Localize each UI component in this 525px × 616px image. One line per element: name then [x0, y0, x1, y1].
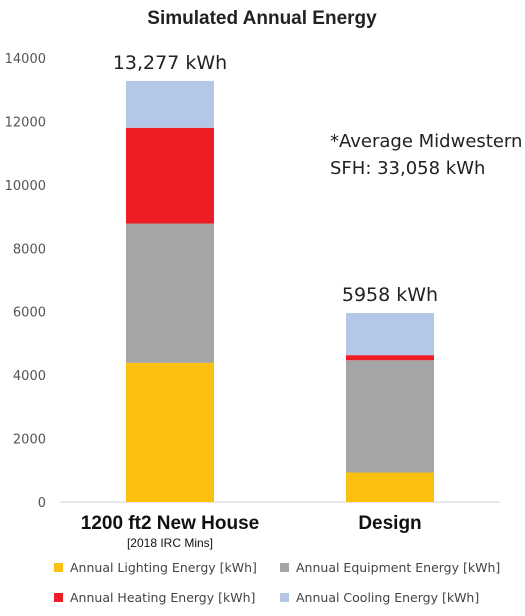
y-tick-label: 10000 [5, 179, 46, 194]
bar-total-labels: 13,277 kWh 5958 kWh [113, 52, 438, 306]
category-label: Design [358, 513, 421, 534]
category-sublabel: [2018 IRC Mins] [127, 536, 213, 550]
y-tick-label: 4000 [13, 369, 46, 384]
bar-segment [346, 472, 434, 502]
y-tick-label: 2000 [13, 433, 46, 448]
category-labels: 1200 ft2 New House [2018 IRC Mins] Design [81, 513, 422, 550]
legend-label: Annual Heating Energy [kWh] [70, 590, 255, 605]
bar-segment [346, 360, 434, 473]
bar-segment [126, 80, 214, 128]
annotation: *Average Midwestern SFH: 33,058 kWh [330, 131, 522, 179]
legend-swatch [54, 563, 63, 572]
bar-segment [346, 355, 434, 361]
legend-swatch [54, 593, 63, 602]
bar-total-label: 5958 kWh [342, 284, 438, 306]
legend-label: Annual Cooling Energy [kWh] [296, 590, 479, 605]
legend-swatch [280, 593, 289, 602]
y-axis-ticks: 0 2000 4000 6000 8000 10000 12000 14000 [5, 52, 46, 511]
legend-swatch [280, 563, 289, 572]
y-tick-label: 8000 [13, 242, 46, 257]
y-tick-label: 0 [38, 496, 46, 511]
bar-stacks [126, 80, 434, 502]
bar-segment [126, 362, 214, 502]
y-tick-label: 6000 [13, 306, 46, 321]
bar-segment [126, 223, 214, 363]
category-label: 1200 ft2 New House [81, 513, 259, 534]
legend: Annual Lighting Energy [kWh] Annual Equip… [54, 560, 500, 605]
legend-label: Annual Equipment Energy [kWh] [296, 560, 500, 575]
chart-title: Simulated Annual Energy [147, 8, 377, 29]
legend-label: Annual Lighting Energy [kWh] [70, 560, 257, 575]
bar-segment [346, 313, 434, 356]
bar-total-label: 13,277 kWh [113, 52, 227, 74]
annotation-line-1: *Average Midwestern [330, 131, 522, 152]
bar-segment [126, 127, 214, 224]
annotation-line-2: SFH: 33,058 kWh [330, 158, 485, 179]
y-tick-label: 12000 [5, 115, 46, 130]
y-tick-label: 14000 [5, 52, 46, 67]
